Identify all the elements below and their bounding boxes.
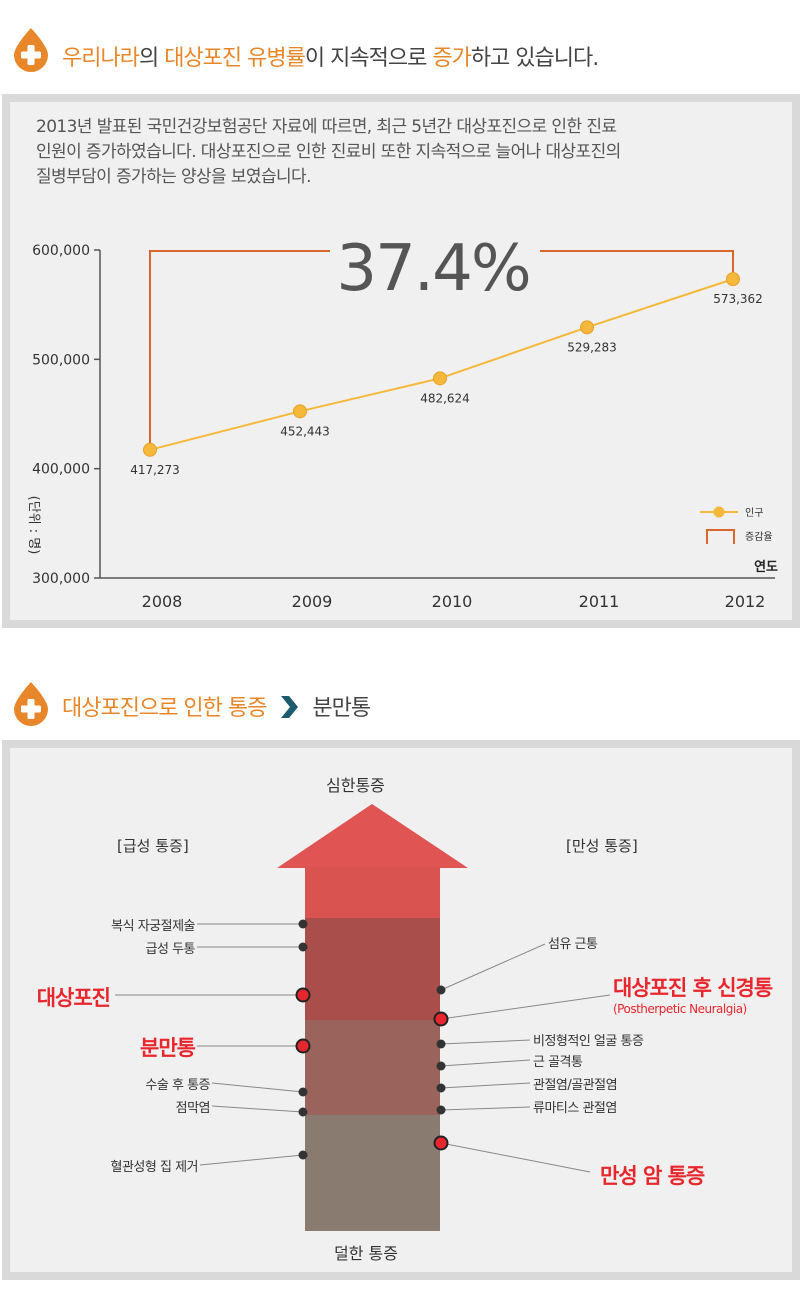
y-tick-label: 300,000 [32, 571, 90, 587]
chronic-item-highlight: 만성 암 통증 [600, 1164, 705, 1188]
arrow-band [305, 1115, 440, 1231]
line-chart: 300,000 400,000 500,000 600,000 2008 2009 2010… [26, 232, 778, 611]
y-tick-label: 600,000 [32, 243, 90, 259]
x-tick-label: 2008 [142, 592, 183, 611]
acute-item: 점막염 [175, 1101, 211, 1116]
acute-item: 수술 후 통증 [145, 1078, 210, 1093]
heading-highlight: 우리나라 [62, 46, 140, 71]
x-tick-label: 2010 [432, 592, 473, 611]
severe-pain-label: 심한통증 [326, 776, 385, 795]
chronic-item-subtitle: (Postherpetic Neuralgia) [613, 1002, 747, 1016]
heading-text: 하고 있습니다. [470, 46, 599, 71]
data-point [726, 272, 740, 287]
growth-bracket-right [540, 250, 734, 280]
chronic-item: 관절염/골관절염 [533, 1078, 618, 1093]
medical-drop-icon [14, 682, 48, 726]
section1-heading: 우리나라의 대상포진 유병률이 지속적으로 증가하고 있습니다. [62, 40, 599, 72]
heading-text: 의 [138, 46, 165, 71]
chronic-item-highlight: 대상포진 후 신경통 [613, 976, 773, 1000]
heading-highlight: 증가 [432, 46, 471, 71]
y-axis-label: (단위 : 명) [26, 496, 41, 555]
arrow-band [305, 867, 440, 918]
section2-heading-subject: 분만통 [312, 696, 371, 721]
data-point [433, 371, 447, 386]
arrow-head [277, 804, 468, 868]
chronic-item: 근 골격통 [533, 1055, 583, 1070]
chronic-item: 섬유 근통 [548, 937, 598, 952]
heading-text: 이 지속적으로 [304, 46, 433, 71]
intro-line: 2013년 발표된 국민건강보험공단 자료에 따르면, 최근 5년간 대상포진으… [36, 117, 617, 137]
data-label: 482,624 [420, 391, 470, 405]
data-label: 417,273 [130, 463, 180, 477]
chevron-right-icon [281, 696, 299, 718]
arrow-band [305, 918, 440, 1020]
chronic-pain-title: [만성 통증] [566, 837, 638, 855]
data-point [143, 442, 157, 457]
legend-label: 증감율 [745, 531, 773, 543]
chronic-item: 비정형적인 얼굴 통증 [533, 1034, 644, 1049]
acute-item: 급성 두통 [145, 942, 196, 957]
heading-highlight: 대상포진 유병률 [164, 46, 306, 71]
acute-item-highlight: 분만통 [140, 1036, 196, 1060]
data-point [293, 404, 307, 419]
section2-heading: 대상포진으로 인한 통증 분만통 [62, 690, 371, 722]
chart-panel [2, 94, 800, 628]
acute-pain-title: [급성 통증] [117, 837, 189, 855]
x-axis-label: 연도 [754, 560, 778, 575]
data-label: 529,283 [567, 340, 617, 354]
growth-bracket-left [149, 250, 330, 450]
growth-rate-label: 37.4% [336, 232, 529, 306]
intro-line: 인원이 증가하였습니다. 대상포진으로 인한 진료비 또한 지속적으로 늘어나 … [36, 142, 621, 162]
x-tick-label: 2012 [725, 592, 766, 611]
chronic-item: 류마티스 관절염 [533, 1101, 617, 1116]
data-label: 452,443 [280, 424, 330, 438]
legend-label: 인구 [745, 507, 763, 519]
acute-item: 복식 자궁절제술 [111, 919, 195, 934]
x-tick-label: 2011 [579, 592, 620, 611]
y-tick-label: 400,000 [32, 462, 90, 478]
mild-pain-label: 덜한 통증 [334, 1244, 398, 1263]
acute-item: 혈관성형 집 제거 [110, 1160, 199, 1175]
legend-bracket-swatch [706, 529, 735, 544]
arrow-band [305, 1020, 440, 1115]
legend-marker-swatch [713, 506, 725, 518]
x-tick-label: 2009 [292, 592, 333, 611]
intro-text: 2013년 발표된 국민건강보험공단 자료에 따르면, 최근 5년간 대상포진으… [36, 115, 776, 190]
medical-drop-icon [14, 28, 48, 72]
y-tick-label: 500,000 [32, 352, 90, 368]
data-label: 573,362 [713, 292, 763, 306]
acute-item-highlight: 대상포진 [36, 986, 111, 1010]
intro-line: 질병부담이 증가하는 양상을 보였습니다. [36, 167, 312, 187]
section2-heading-topic: 대상포진으로 인한 통증 [62, 696, 267, 721]
data-point [580, 320, 594, 335]
